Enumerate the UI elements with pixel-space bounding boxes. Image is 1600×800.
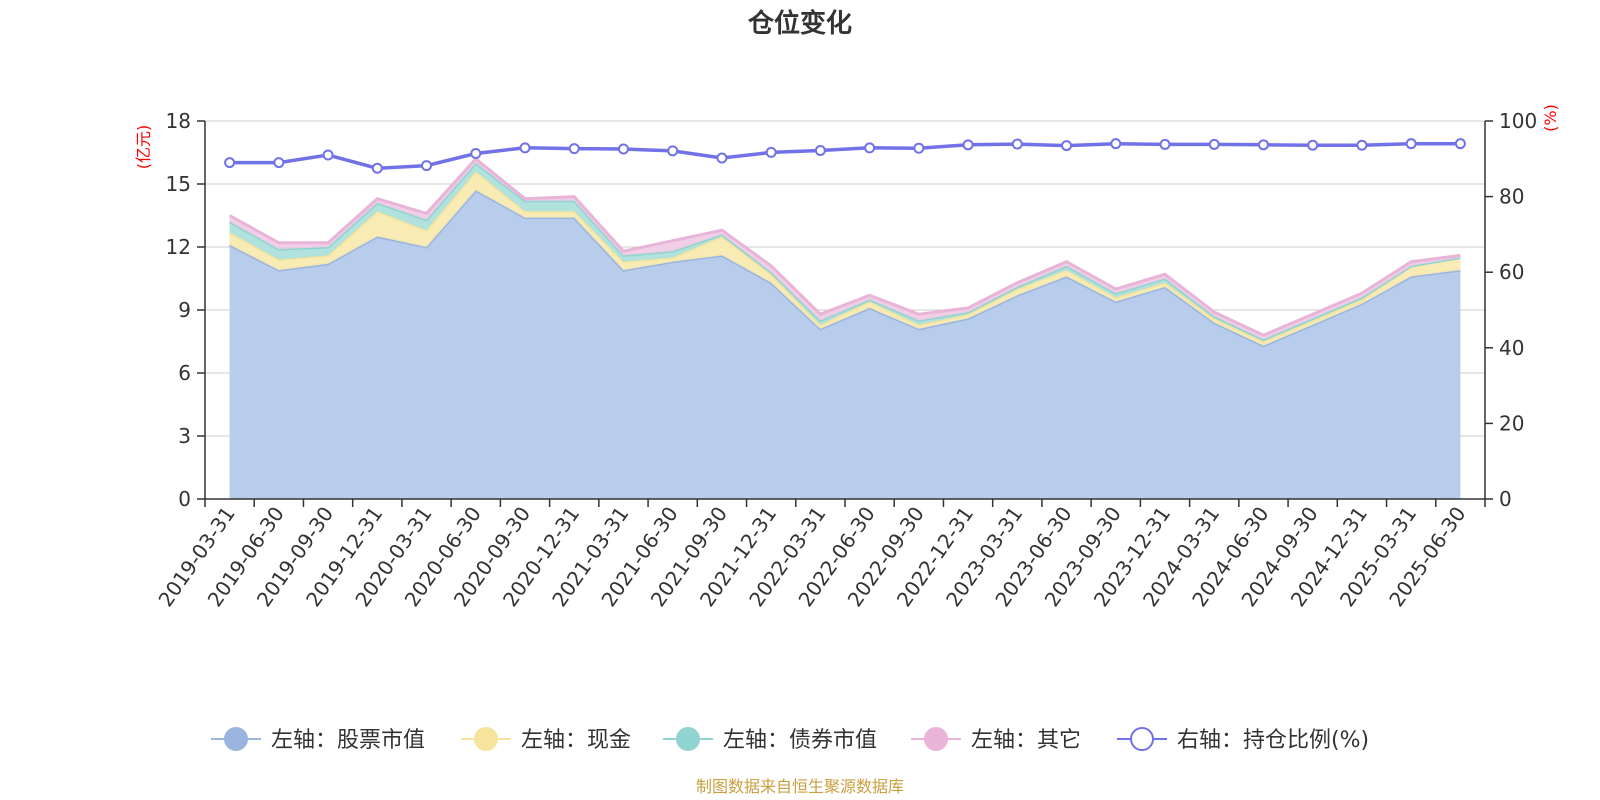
ratio-point: [371, 162, 383, 174]
ratio-point: [322, 149, 334, 161]
left-tick-label: 12: [166, 235, 191, 259]
legend-label: 左轴：股票市值: [271, 728, 425, 753]
ratio-point: [913, 142, 925, 154]
right-axis-unit: (%): [1541, 104, 1560, 132]
chart-title: 仓位变化: [747, 8, 852, 39]
source-note: 制图数据来自恒生聚源数据库: [696, 777, 904, 796]
legend-marker: [1130, 727, 1154, 751]
ratio-point: [1110, 138, 1122, 150]
ratio-point: [1208, 138, 1220, 150]
legend-label: 左轴：债券市值: [723, 728, 877, 753]
legend-marker: [924, 727, 948, 751]
ratio-point: [519, 142, 531, 154]
ratio-point: [1454, 138, 1466, 150]
left-tick-label: 0: [178, 487, 191, 511]
right-tick-label: 80: [1499, 185, 1524, 209]
ratio-point: [716, 152, 728, 164]
right-tick-label: 0: [1499, 487, 1512, 511]
ratio-point: [814, 144, 826, 156]
stacked-areas: [228, 156, 1461, 500]
ratio-point: [962, 139, 974, 151]
legend-label: 左轴：现金: [521, 728, 631, 753]
ratio-point: [667, 145, 679, 157]
left-tick-label: 15: [166, 172, 191, 196]
left-tick-label: 6: [178, 361, 191, 385]
area-series-4-edge: [228, 156, 1461, 337]
ratio-point: [1307, 139, 1319, 151]
ratio-line-path: [229, 141, 1461, 171]
ratio-point: [470, 148, 482, 160]
legend: 左轴：股票市值 左轴：现金 左轴：债券市值 左轴：其它 右轴：持仓比例(%): [211, 727, 1369, 753]
ratio-point: [421, 160, 433, 172]
ratio-point: [1356, 139, 1368, 151]
area-series-2: [229, 171, 1461, 346]
left-axis-unit: (亿元): [134, 125, 153, 170]
right-tick-label: 20: [1499, 411, 1524, 435]
ratio-point: [765, 146, 777, 158]
ratio-point: [224, 157, 236, 169]
right-tick-label: 60: [1499, 260, 1524, 284]
area-series-1: [229, 190, 1461, 500]
ratio-point: [568, 143, 580, 155]
ratio-point: [1257, 139, 1269, 151]
ratio-point: [864, 142, 876, 154]
ratio-point: [273, 157, 285, 169]
ratio-point: [1405, 138, 1417, 150]
legend-marker: [676, 727, 700, 751]
right-tick-label: 40: [1499, 336, 1524, 360]
ratio-point: [1011, 138, 1023, 150]
left-tick-label: 9: [178, 298, 191, 322]
legend-marker: [224, 727, 248, 751]
ratio-point: [1061, 140, 1073, 152]
ratio-point: [1159, 138, 1171, 150]
ratio-line: [224, 138, 1466, 174]
right-tick-label: 100: [1499, 109, 1537, 133]
left-tick-label: 3: [178, 424, 191, 448]
area-series-3: [229, 163, 1461, 342]
left-tick-label: 18: [166, 109, 191, 133]
ratio-point: [617, 143, 629, 155]
legend-label: 右轴：持仓比例(%): [1177, 728, 1369, 753]
legend-label: 左轴：其它: [971, 728, 1081, 753]
legend-marker: [474, 727, 498, 751]
